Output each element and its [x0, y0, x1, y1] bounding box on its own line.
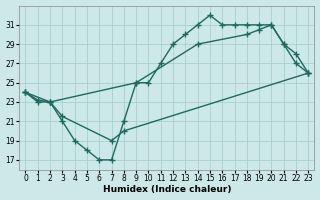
X-axis label: Humidex (Indice chaleur): Humidex (Indice chaleur) — [103, 185, 231, 194]
